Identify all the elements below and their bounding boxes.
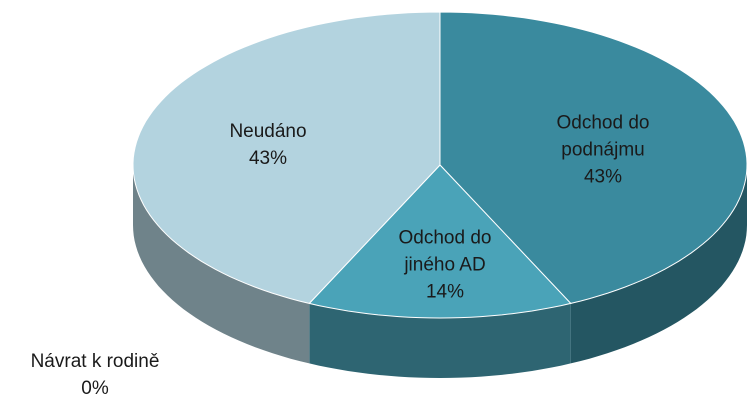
value-label: 0% [81, 378, 109, 399]
value-label: 14% [425, 281, 465, 303]
pie-slice-side [133, 165, 310, 364]
data-label: Neudáno 43% [193, 118, 343, 172]
pie-slice-top [439, 11, 748, 304]
value-label: 43% [583, 166, 623, 188]
pie-slice [132, 11, 441, 364]
pie-slice-top [132, 11, 441, 304]
data-label: Návrat k rodině 0% [0, 348, 195, 401]
data-label: Odchod do podnájmu 43% [538, 110, 668, 191]
value-label: 43% [248, 148, 288, 169]
category-label: Návrat k rodině [30, 351, 160, 372]
category-label: Neudáno [229, 121, 307, 142]
pie-slice-side [570, 165, 747, 364]
pie-slice-top [308, 164, 572, 319]
pie-slice-side [309, 303, 571, 378]
data-label: Odchod do jiného AD 14% [383, 225, 508, 306]
category-label: Odchod do jiného AD [398, 227, 492, 276]
pie-slice [308, 164, 572, 378]
category-label: Odchod do podnájmu [556, 112, 650, 161]
pie-slice [439, 11, 748, 364]
